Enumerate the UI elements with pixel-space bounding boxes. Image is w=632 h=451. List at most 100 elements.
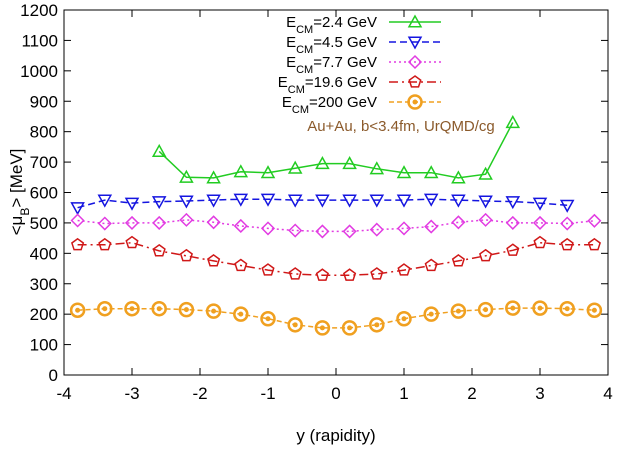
data-point-4-9-center [319,325,325,331]
data-point-1-9 [315,194,330,208]
data-point-4-18-center [564,306,570,312]
data-point-4-16 [505,300,521,316]
data-point-2-0 [70,213,85,228]
data-point-4-2-center [129,306,135,312]
legend-marker-0 [407,14,423,28]
data-point-2-18 [560,216,575,231]
data-point-3-12 [397,263,411,276]
data-point-4-14 [450,303,467,319]
data-point-3-15 [479,248,493,262]
series-0 [151,114,521,184]
data-point-2-1 [97,216,112,231]
data-point-4-17 [532,300,548,316]
data-point-1-17 [532,197,548,211]
x-tick-label: 4 [603,384,612,403]
data-point-1-3 [151,196,167,210]
data-point-4-8-center [292,322,298,328]
data-point-0-6 [315,156,330,170]
data-point-3-0 [71,237,85,251]
data-point-4-12-center [401,316,407,322]
data-point-2-8 [288,223,303,238]
data-point-2-7 [260,221,276,236]
legend-label-3: ECM=19.6 GeV [278,74,377,96]
legend-marker-4 [407,94,423,110]
y-axis-label: <μB> [MeV] [7,149,32,236]
series-line-1 [77,198,568,209]
data-point-0-2 [206,170,221,184]
data-point-1-6 [233,193,249,207]
legend-marker-2 [407,54,423,70]
data-point-3-18 [560,237,574,251]
data-point-4-5 [205,303,222,319]
x-axis-label: y (rapidity) [296,426,375,445]
data-point-0-4 [260,165,276,179]
data-point-4-13 [423,306,439,322]
data-point-4-6-center [238,311,244,317]
data-point-3-4 [179,248,193,262]
series-layer [69,114,603,336]
data-point-4-16-center [510,305,516,311]
data-point-1-1 [97,194,113,208]
series-2 [70,212,602,239]
annotation-text: Au+Au, b<3.4fm, UrQMD/cg [307,118,495,135]
data-point-2-3 [152,215,167,230]
data-point-1-12 [396,194,412,208]
data-point-4-3 [151,300,167,317]
series-4 [69,300,603,336]
data-point-2-15 [478,212,493,227]
data-point-4-11-center [374,322,380,328]
data-point-3-2 [125,235,139,249]
data-point-0-7 [342,156,357,170]
legend-marker-1 [407,36,423,50]
data-point-2-4 [179,212,194,227]
data-point-2-10 [342,224,357,239]
y-axis-label-tail: > [MeV] [7,149,26,208]
y-tick-label: 200 [30,305,58,324]
y-tick-label: 800 [30,123,58,142]
data-point-4-5-center [211,308,217,314]
y-tick-label: 600 [30,184,58,203]
data-point-4-11 [369,317,385,333]
x-tick-label: 0 [331,384,340,403]
data-point-0-10 [423,165,439,179]
data-point-4-0 [69,302,86,318]
data-point-3-16 [506,243,520,256]
data-point-3-7 [261,263,275,276]
data-point-0-11 [451,170,466,184]
data-point-3-17 [533,235,547,249]
data-point-0-3 [233,164,249,178]
data-point-1-4 [179,195,194,209]
data-point-3-8 [288,267,302,280]
data-point-2-13 [424,219,439,234]
data-point-4-6 [233,306,249,322]
x-tick-label: 3 [535,384,544,403]
series-line-3 [77,241,595,276]
data-point-2-16 [505,215,520,230]
data-point-4-4-center [183,307,189,313]
data-point-4-1-center [102,306,108,312]
data-point-2-2 [124,215,140,230]
x-tick-label: -4 [56,384,71,403]
x-tick-label: -3 [124,384,139,403]
data-point-2-9 [315,224,330,239]
y-tick-label: 400 [30,244,58,263]
data-point-3-6 [234,258,248,272]
x-tick-label: -1 [260,384,275,403]
data-point-4-13-center [428,311,434,317]
data-point-3-5 [207,254,221,267]
data-point-3-13 [424,258,438,272]
data-point-4-4 [178,301,195,318]
data-point-4-7 [260,310,276,327]
data-point-2-5 [206,215,221,230]
data-point-2-14 [451,215,466,230]
data-point-3-3 [152,243,166,257]
data-point-1-16 [505,196,521,210]
y-tick-label: 500 [30,214,58,233]
data-point-4-10-center [347,325,353,331]
y-axis-label-main: <μ [7,216,26,236]
data-point-2-12 [396,221,412,236]
y-axis-label-sub: B [18,208,32,216]
data-point-4-8 [287,317,303,333]
data-point-3-14 [451,254,465,267]
